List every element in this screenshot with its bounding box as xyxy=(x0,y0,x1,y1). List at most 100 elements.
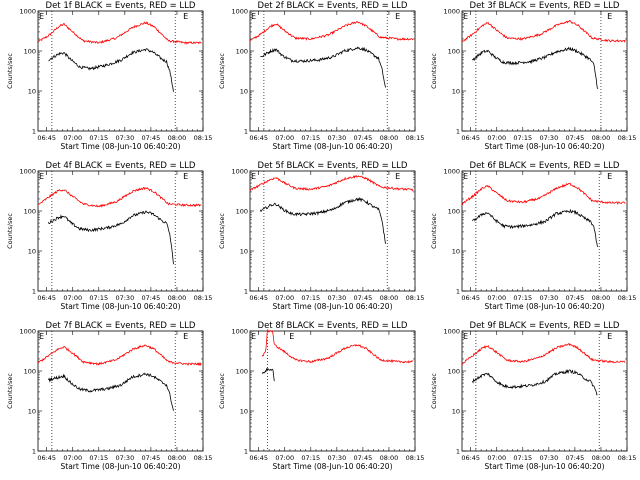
x-tick-label: 08:00 xyxy=(592,294,611,302)
x-tick-label: 07:30 xyxy=(327,294,346,302)
y-tick-label: 10 xyxy=(240,248,248,256)
x-tick-label: 07:30 xyxy=(327,134,346,142)
panel-det-2: Det 2f BLACK = Events, RED = LLD 1 10 100 10… xyxy=(218,1,424,151)
x-tick-label: 07:15 xyxy=(301,294,320,302)
x-tick-label: 06:45 xyxy=(37,454,56,462)
x-tick-label: 07:00 xyxy=(275,294,294,302)
x-tick-label: 07:00 xyxy=(63,454,82,462)
y-tick-label: 1000 xyxy=(19,328,36,336)
x-tick-label: 07:45 xyxy=(566,294,585,302)
events-series-line xyxy=(48,210,174,265)
y-tick-label: 10 xyxy=(452,408,460,416)
x-tick-label: 08:00 xyxy=(168,454,187,462)
x-tick-label: 07:15 xyxy=(89,454,108,462)
x-tick-label: 08:15 xyxy=(406,134,425,142)
x-tick-label: 07:15 xyxy=(89,134,108,142)
x-tick-label: 06:45 xyxy=(461,134,480,142)
x-tick-label: 08:00 xyxy=(380,454,399,462)
e-marker: E xyxy=(251,172,256,181)
panel-det-8: Det 8f BLACK = Events, RED = LLD 1 10 100 10… xyxy=(218,321,424,471)
y-tick-label: 100 xyxy=(448,48,460,56)
x-tick-label: 07:45 xyxy=(354,294,373,302)
y-axis-label: Counts/sec xyxy=(6,53,14,89)
x-tick-label: 07:45 xyxy=(566,454,585,462)
x-tick-label: 08:15 xyxy=(194,294,213,302)
x-axis-label: Start Time (08-Jun-10 06:40:20) xyxy=(485,462,605,471)
y-axis-label: Counts/sec xyxy=(430,213,438,249)
x-axis-label: Start Time (08-Jun-10 06:40:20) xyxy=(61,302,181,311)
x-tick-label: 08:15 xyxy=(618,134,637,142)
y-tick-label: 1 xyxy=(456,448,460,456)
lld-series-line xyxy=(37,344,202,367)
x-axis-label: Start Time (08-Jun-10 06:40:20) xyxy=(61,142,181,151)
e-marker: E xyxy=(183,12,188,21)
x-tick-label: 07:45 xyxy=(142,134,161,142)
y-tick-label: 100 xyxy=(24,208,36,216)
lld-series-line xyxy=(37,21,202,45)
e-marker: E xyxy=(463,332,468,341)
y-axis-label: Counts/sec xyxy=(218,213,226,249)
lld-series-line xyxy=(249,21,414,42)
x-tick-label: 08:15 xyxy=(618,454,637,462)
x-tick-label: 07:15 xyxy=(301,134,320,142)
x-tick-label: 08:00 xyxy=(592,454,611,462)
panel-det-5: Det 5f BLACK = Events, RED = LLD 1 10 100 10… xyxy=(218,161,424,311)
x-tick-label: 06:45 xyxy=(461,294,480,302)
e-marker: E xyxy=(251,332,256,341)
y-tick-label: 1000 xyxy=(443,8,460,16)
y-tick-label: 100 xyxy=(24,368,36,376)
y-tick-label: 1 xyxy=(456,128,460,136)
panel-title: Det 6f BLACK = Events, RED = LLD xyxy=(470,161,620,171)
x-tick-label: 07:00 xyxy=(63,294,82,302)
panel-det-9: Det 9f BLACK = Events, RED = LLD 1 10 100 10… xyxy=(430,321,636,471)
lld-series-line xyxy=(461,182,626,206)
y-axis-label: Counts/sec xyxy=(6,213,14,249)
x-tick-label: 06:45 xyxy=(37,134,56,142)
x-tick-label: 07:00 xyxy=(63,134,82,142)
y-tick-label: 1000 xyxy=(231,168,248,176)
e-marker: E xyxy=(395,12,400,21)
y-axis-label: Counts/sec xyxy=(430,373,438,409)
x-tick-label: 07:30 xyxy=(115,294,134,302)
lld-series-line xyxy=(461,20,626,43)
lld-series-line xyxy=(249,174,414,192)
y-tick-label: 10 xyxy=(28,248,36,256)
y-axis-label: Counts/sec xyxy=(6,373,14,409)
panel-title: Det 3f BLACK = Events, RED = LLD xyxy=(470,1,620,11)
x-tick-label: 06:45 xyxy=(249,454,268,462)
events-series-line xyxy=(260,46,386,88)
y-tick-label: 100 xyxy=(448,368,460,376)
x-tick-label: 08:00 xyxy=(380,134,399,142)
y-tick-label: 10 xyxy=(28,408,36,416)
y-tick-label: 1000 xyxy=(443,328,460,336)
y-tick-label: 1000 xyxy=(19,168,36,176)
events-series-line xyxy=(48,48,174,92)
x-tick-label: 07:45 xyxy=(354,454,373,462)
x-axis-label: Start Time (08-Jun-10 06:40:20) xyxy=(273,142,393,151)
x-tick-label: 07:15 xyxy=(513,134,532,142)
x-axis-label: Start Time (08-Jun-10 06:40:20) xyxy=(485,142,605,151)
events-series-line xyxy=(48,372,174,411)
y-tick-label: 10 xyxy=(240,88,248,96)
x-tick-label: 08:00 xyxy=(592,134,611,142)
y-tick-label: 1 xyxy=(32,128,36,136)
x-tick-label: 06:45 xyxy=(461,454,480,462)
x-tick-label: 07:15 xyxy=(513,294,532,302)
x-tick-label: 07:15 xyxy=(89,294,108,302)
x-tick-label: 07:30 xyxy=(539,454,558,462)
y-tick-label: 100 xyxy=(236,48,248,56)
plot-frame xyxy=(37,10,204,132)
x-tick-label: 06:45 xyxy=(249,134,268,142)
x-tick-label: 08:15 xyxy=(406,294,425,302)
x-tick-label: 08:00 xyxy=(380,294,399,302)
y-tick-label: 1000 xyxy=(231,328,248,336)
panel-det-1: Det 1f BLACK = Events, RED = LLD 1 10 100 10… xyxy=(6,1,212,151)
panel-title: Det 1f BLACK = Events, RED = LLD xyxy=(46,1,196,11)
x-tick-label: 07:45 xyxy=(566,134,585,142)
panel-title: Det 2f BLACK = Events, RED = LLD xyxy=(258,1,408,11)
plot-frame xyxy=(461,170,628,292)
x-tick-label: 07:30 xyxy=(539,134,558,142)
panel-title: Det 5f BLACK = Events, RED = LLD xyxy=(258,161,408,171)
x-tick-label: 07:30 xyxy=(327,454,346,462)
y-tick-label: 100 xyxy=(236,208,248,216)
